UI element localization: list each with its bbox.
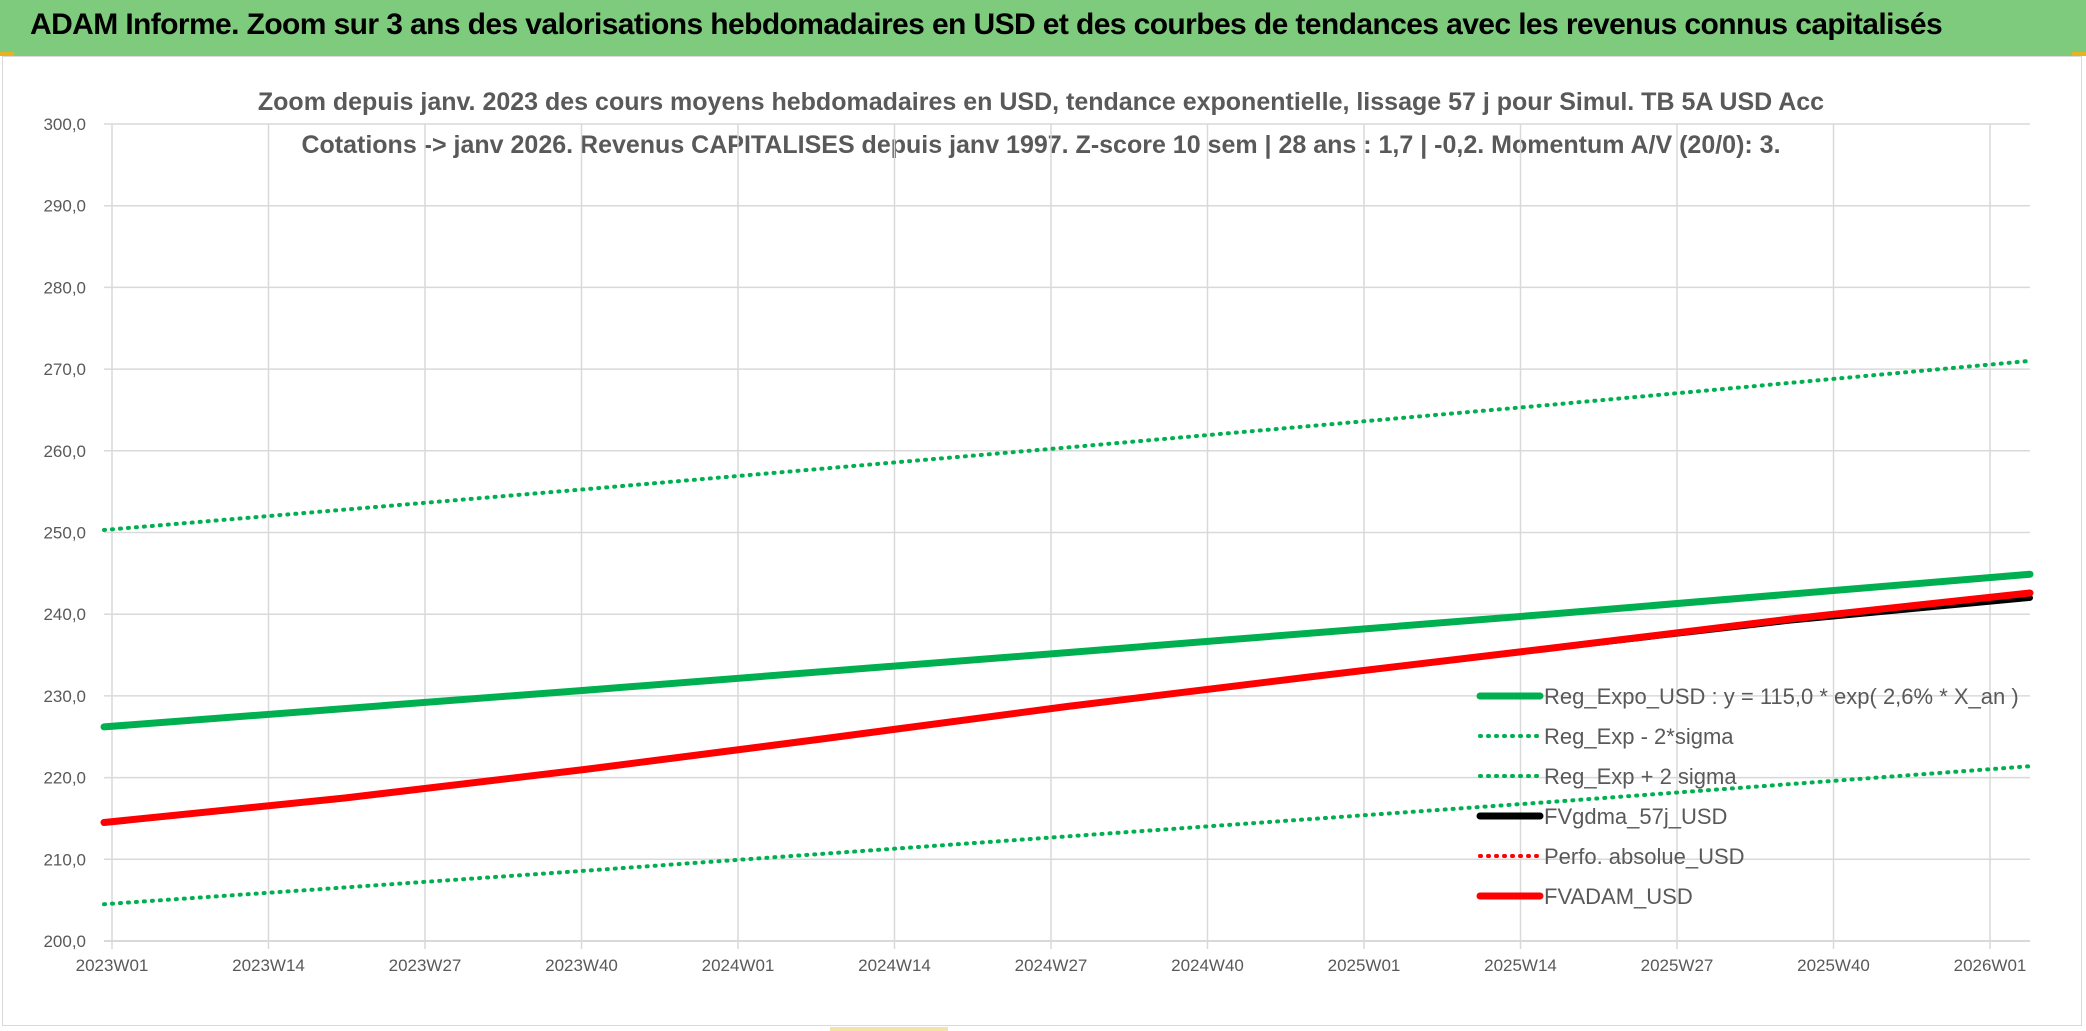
series-line-5 [100, 589, 2034, 826]
x-tick-label: 2024W01 [702, 956, 775, 975]
legend: Reg_Expo_USD : y = 115,0 * exp( 2,6% * X… [1476, 684, 2019, 909]
chart-title-line2: Cotations -> janv 2026. Revenus CAPITALI… [301, 131, 1780, 159]
x-tick-label: 2025W01 [1328, 956, 1401, 975]
series-line-2 [102, 358, 2032, 532]
corner-mark-right [2072, 52, 2086, 56]
x-tick-label: 2024W40 [1171, 956, 1244, 975]
x-tick-label: 2023W27 [389, 956, 462, 975]
series-line-0 [100, 570, 2034, 731]
legend-entry-4: Perfo. absolue_USD [1544, 844, 1745, 869]
y-tick-label: 260,0 [43, 442, 86, 461]
y-tick-label: 220,0 [43, 769, 86, 788]
grid [104, 123, 2030, 942]
x-tick-label: 2024W27 [1015, 956, 1088, 975]
y-tick-label: 290,0 [43, 197, 86, 216]
chart-frame [2, 56, 2082, 1026]
corner-mark-left [0, 52, 14, 56]
report-banner: ADAM Informe. Zoom sur 3 ans des valoris… [0, 0, 2086, 56]
x-tick-label: 2023W14 [232, 956, 305, 975]
x-tick-label: 2025W14 [1484, 956, 1557, 975]
y-tick-label: 200,0 [43, 932, 86, 951]
legend-entry-1: Reg_Exp - 2*sigma [1544, 724, 1734, 749]
legend-entry-5: FVADAM_USD [1544, 884, 1693, 909]
y-tick-label: 270,0 [43, 360, 86, 379]
axes: 200,0 210,0 220,0 230,0 240,0 250,0 260,0 270,0… [43, 115, 2030, 975]
report-title: ADAM Informe. Zoom sur 3 ans des valoris… [30, 8, 1943, 41]
legend-entry-3: FVgdma_57j_USD [1544, 804, 1727, 829]
legend-entry-2: Reg_Exp + 2 sigma [1544, 764, 1737, 789]
y-tick-label: 230,0 [43, 687, 86, 706]
chart-title-line1: Zoom depuis janv. 2023 des cours moyens … [258, 88, 1824, 116]
y-tick-label: 300,0 [43, 115, 86, 134]
x-tick-label: 2025W40 [1797, 956, 1870, 975]
x-tick-label: 2023W01 [76, 956, 149, 975]
y-tick-label: 240,0 [43, 605, 86, 624]
x-tick-label: 2023W40 [545, 956, 618, 975]
x-tick-label: 2026W01 [1954, 956, 2027, 975]
series-line-1 [102, 764, 2032, 907]
y-tick-label: 250,0 [43, 524, 86, 543]
y-tick-label: 210,0 [43, 850, 86, 869]
bottom-mark [830, 1027, 948, 1031]
y-tick-label: 280,0 [43, 278, 86, 297]
legend-entry-0: Reg_Expo_USD : y = 115,0 * exp( 2,6% * X… [1544, 684, 2019, 709]
x-tick-label: 2025W27 [1641, 956, 1714, 975]
series [100, 358, 2034, 907]
x-tick-label: 2024W14 [858, 956, 931, 975]
